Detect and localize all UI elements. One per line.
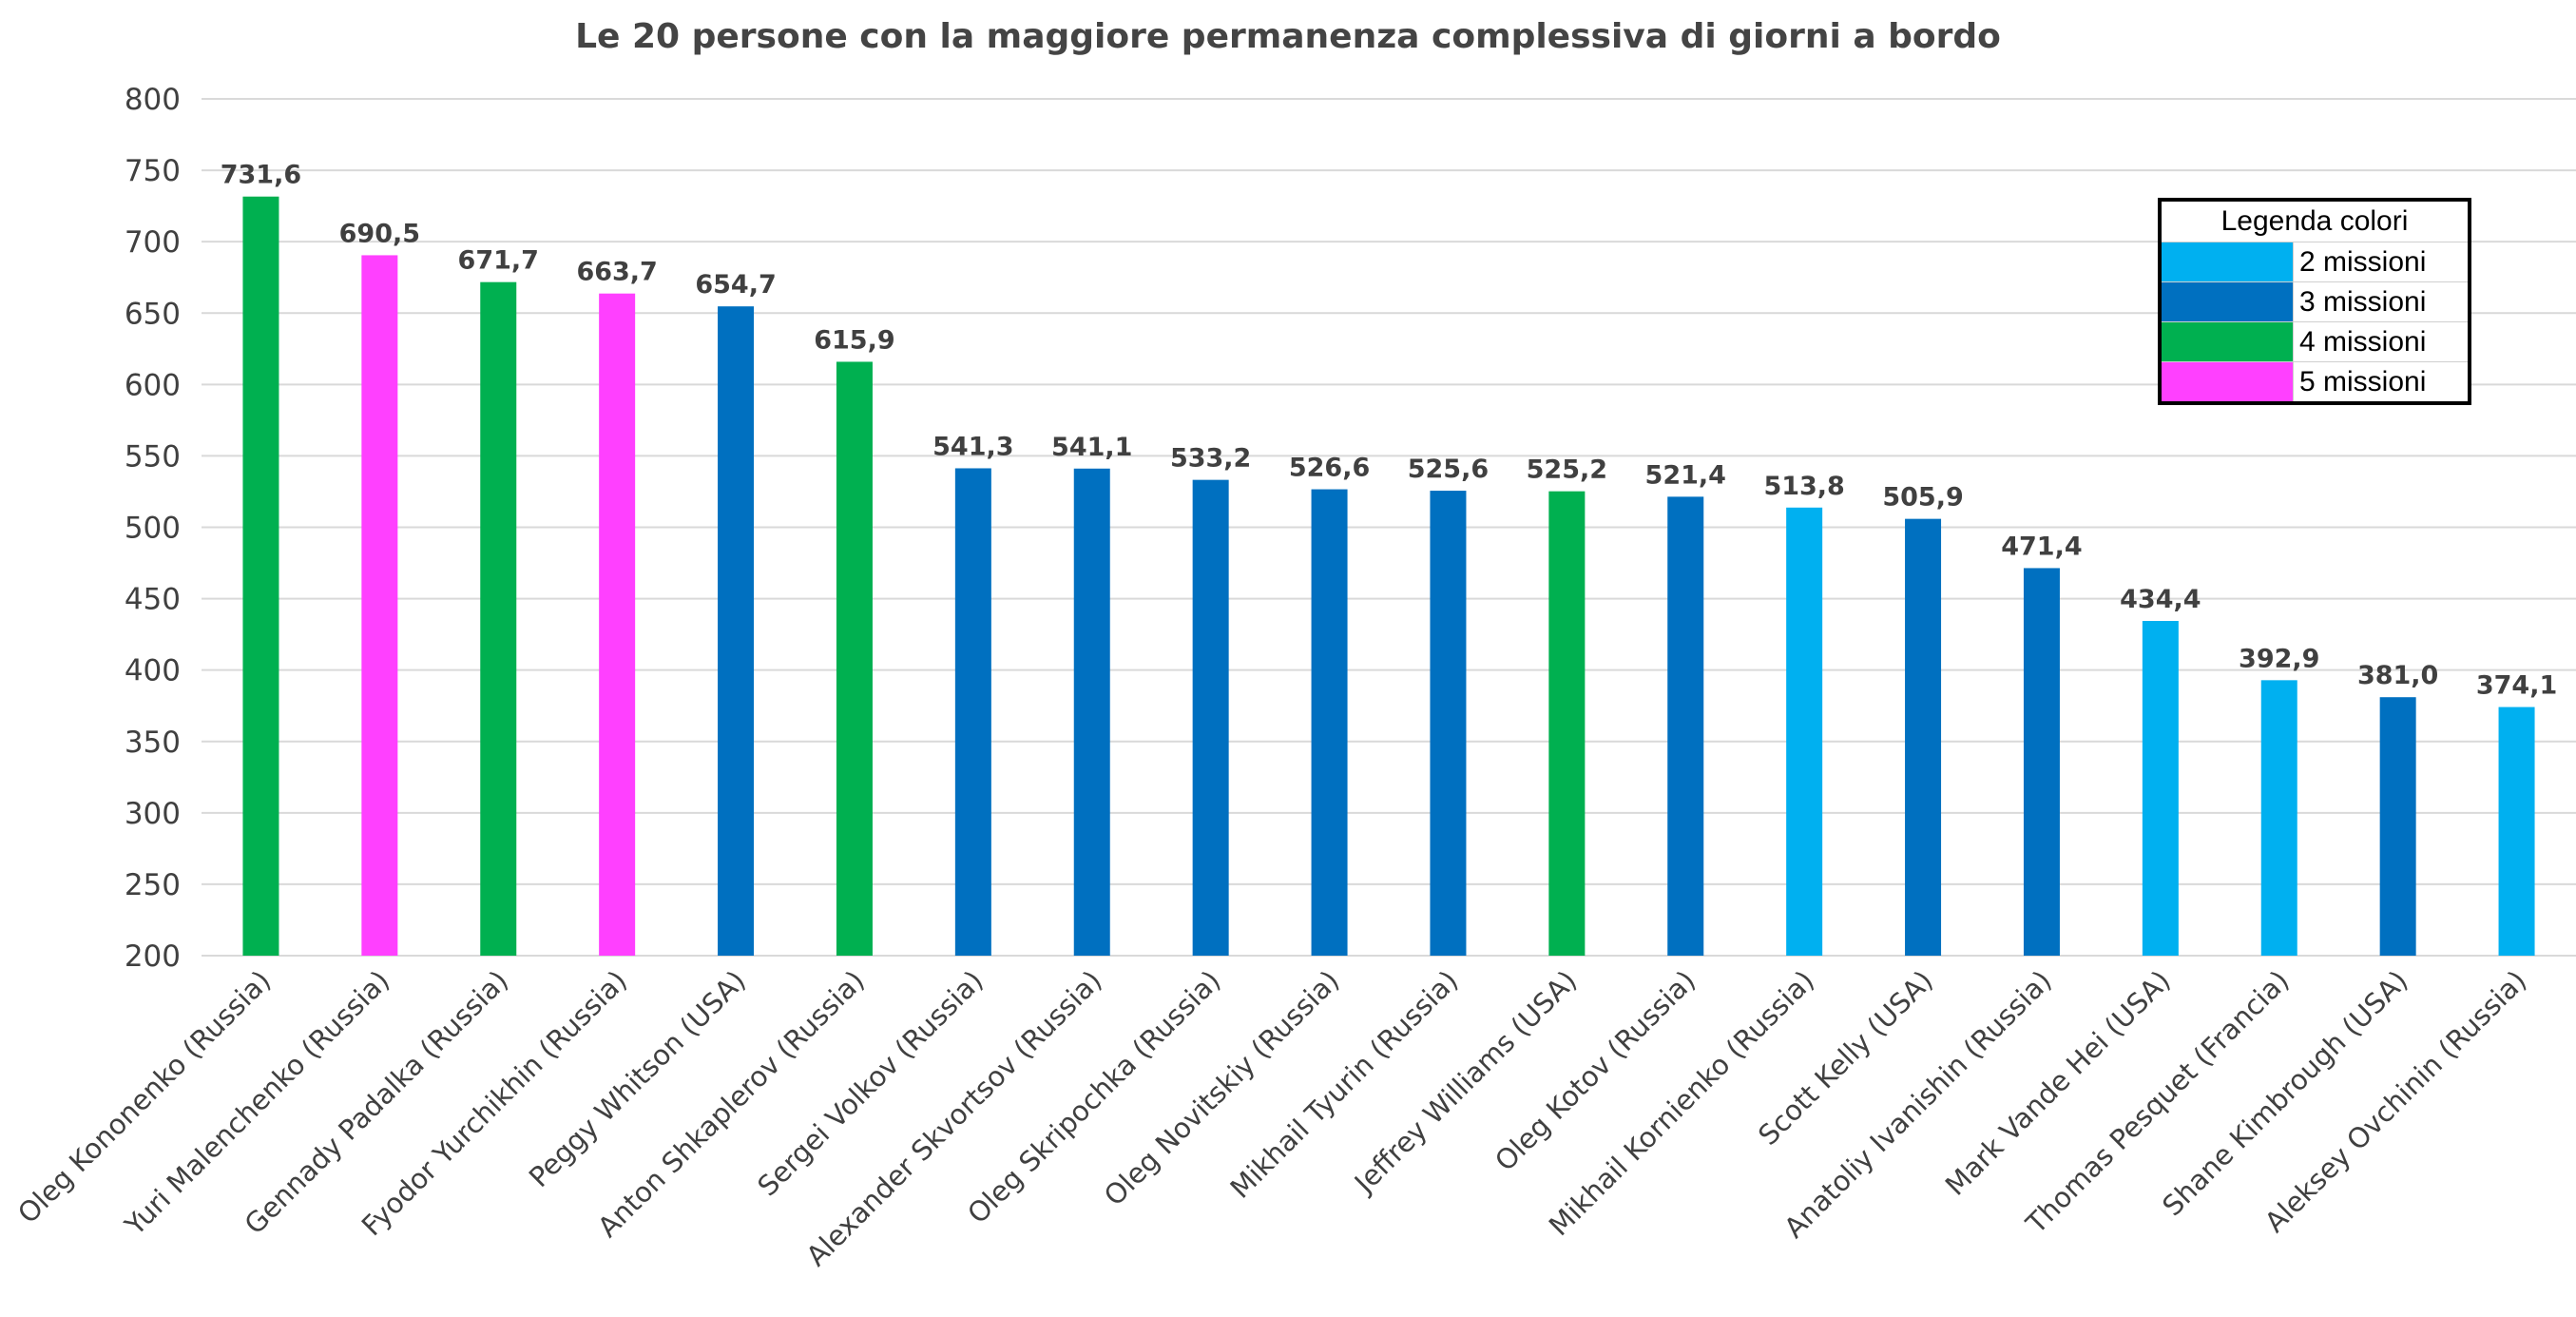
data-label: 505,9 <box>1882 483 1963 513</box>
bar <box>242 196 279 957</box>
bar <box>1192 479 1229 956</box>
y-tick-label: 700 <box>125 225 181 260</box>
y-tick-label: 300 <box>125 797 181 831</box>
bar <box>2023 568 2060 956</box>
bar <box>954 468 991 956</box>
bar <box>2498 707 2535 956</box>
x-tick-label: Jeffrey Williams (USA) <box>1347 964 1583 1200</box>
data-label: 471,4 <box>2001 532 2082 561</box>
x-tick-label: Shane Kimbrough (USA) <box>2156 964 2413 1222</box>
legend-title: Legenda colori <box>2220 205 2409 237</box>
bar <box>1905 518 1942 956</box>
legend-label: 4 missioni <box>2293 322 2468 361</box>
bar <box>2379 697 2416 956</box>
bar <box>1786 507 1823 956</box>
x-tick-label: Oleg Kotov (Russia) <box>1489 964 1701 1177</box>
legend-entry-5-missioni: 5 missioni <box>2162 361 2468 401</box>
bar <box>1311 489 1348 956</box>
legend-label: 2 missioni <box>2293 242 2468 281</box>
y-tick-label: 800 <box>125 83 181 117</box>
legend-swatch <box>2162 282 2293 321</box>
y-tick-label: 550 <box>125 439 181 474</box>
data-label: 541,3 <box>932 432 1013 461</box>
data-label: 434,4 <box>2120 585 2201 614</box>
data-label: 663,7 <box>576 258 657 287</box>
data-label: 541,1 <box>1051 433 1132 462</box>
bar <box>836 361 873 956</box>
y-tick-label: 650 <box>125 297 181 331</box>
chart-title: Le 20 persone con la maggiore permanenza… <box>575 17 2001 56</box>
data-label: 525,2 <box>1527 455 1607 485</box>
y-tick-label: 450 <box>125 583 181 617</box>
y-tick-label: 750 <box>125 154 181 188</box>
legend-label: 5 missioni <box>2293 362 2468 401</box>
y-tick-label: 500 <box>125 512 181 546</box>
data-label: 381,0 <box>2357 661 2438 690</box>
data-label: 731,6 <box>221 161 301 190</box>
data-label: 533,2 <box>1170 444 1251 474</box>
x-tick-label: Oleg Kononenko (Russia) <box>11 964 277 1230</box>
bar <box>2142 621 2179 956</box>
data-label: 521,4 <box>1645 460 1726 490</box>
x-tick-label: Mikhail Tyurin (Russia) <box>1224 964 1465 1205</box>
legend-swatch <box>2162 322 2293 361</box>
data-label: 615,9 <box>814 325 894 355</box>
data-label: 374,1 <box>2476 671 2557 701</box>
bar <box>718 306 755 957</box>
data-label: 671,7 <box>458 246 539 276</box>
bar <box>480 281 517 956</box>
y-tick-label: 250 <box>125 868 181 902</box>
data-label: 513,8 <box>1763 472 1844 501</box>
data-labels: 731,6 690,5 671,7 663,7 654,7 615,9 541,3 541,1… <box>221 161 2558 701</box>
bar <box>1430 491 1467 956</box>
bar <box>2260 680 2297 956</box>
y-tick-label: 350 <box>125 726 181 760</box>
y-axis-ticks: 200 250 300 350 400 450 500 550 600 650 700 750 800 <box>125 83 181 974</box>
x-tick-label: Oleg Skripochka (Russia) <box>961 964 1226 1230</box>
y-tick-label: 200 <box>125 939 181 974</box>
legend-swatch <box>2162 362 2293 401</box>
data-label: 690,5 <box>339 219 420 248</box>
bar <box>1073 468 1110 956</box>
x-tick-label: Sergei Volkov (Russia) <box>751 964 990 1203</box>
bar <box>599 293 636 957</box>
legend-swatch <box>2162 242 2293 281</box>
x-tick-label: Oleg Novitskiy (Russia) <box>1098 964 1346 1212</box>
legend-label: 3 missioni <box>2293 282 2468 321</box>
data-label: 392,9 <box>2239 644 2319 673</box>
bar <box>1548 491 1586 956</box>
legend-entry-3-missioni: 3 missioni <box>2162 281 2468 321</box>
x-tick-label: Peggy Whitson (USA) <box>523 964 752 1193</box>
y-tick-label: 400 <box>125 654 181 688</box>
x-axis-ticks: Oleg Kononenko (Russia)Yuri Malenchenko … <box>11 964 2532 1272</box>
legend: Legenda colori 2 missioni 3 missioni 4 m… <box>2158 198 2471 405</box>
legend-entry-4-missioni: 4 missioni <box>2162 321 2468 361</box>
bars <box>242 196 2535 957</box>
data-label: 526,6 <box>1289 454 1370 483</box>
bar <box>1667 496 1704 956</box>
data-label: 525,6 <box>1408 455 1489 484</box>
legend-entry-2-missioni: 2 missioni <box>2162 242 2468 281</box>
y-tick-label: 600 <box>125 368 181 402</box>
bar <box>361 255 398 956</box>
data-label: 654,7 <box>695 270 776 300</box>
x-tick-label: Mark Vande Hei (USA) <box>1939 964 2177 1202</box>
